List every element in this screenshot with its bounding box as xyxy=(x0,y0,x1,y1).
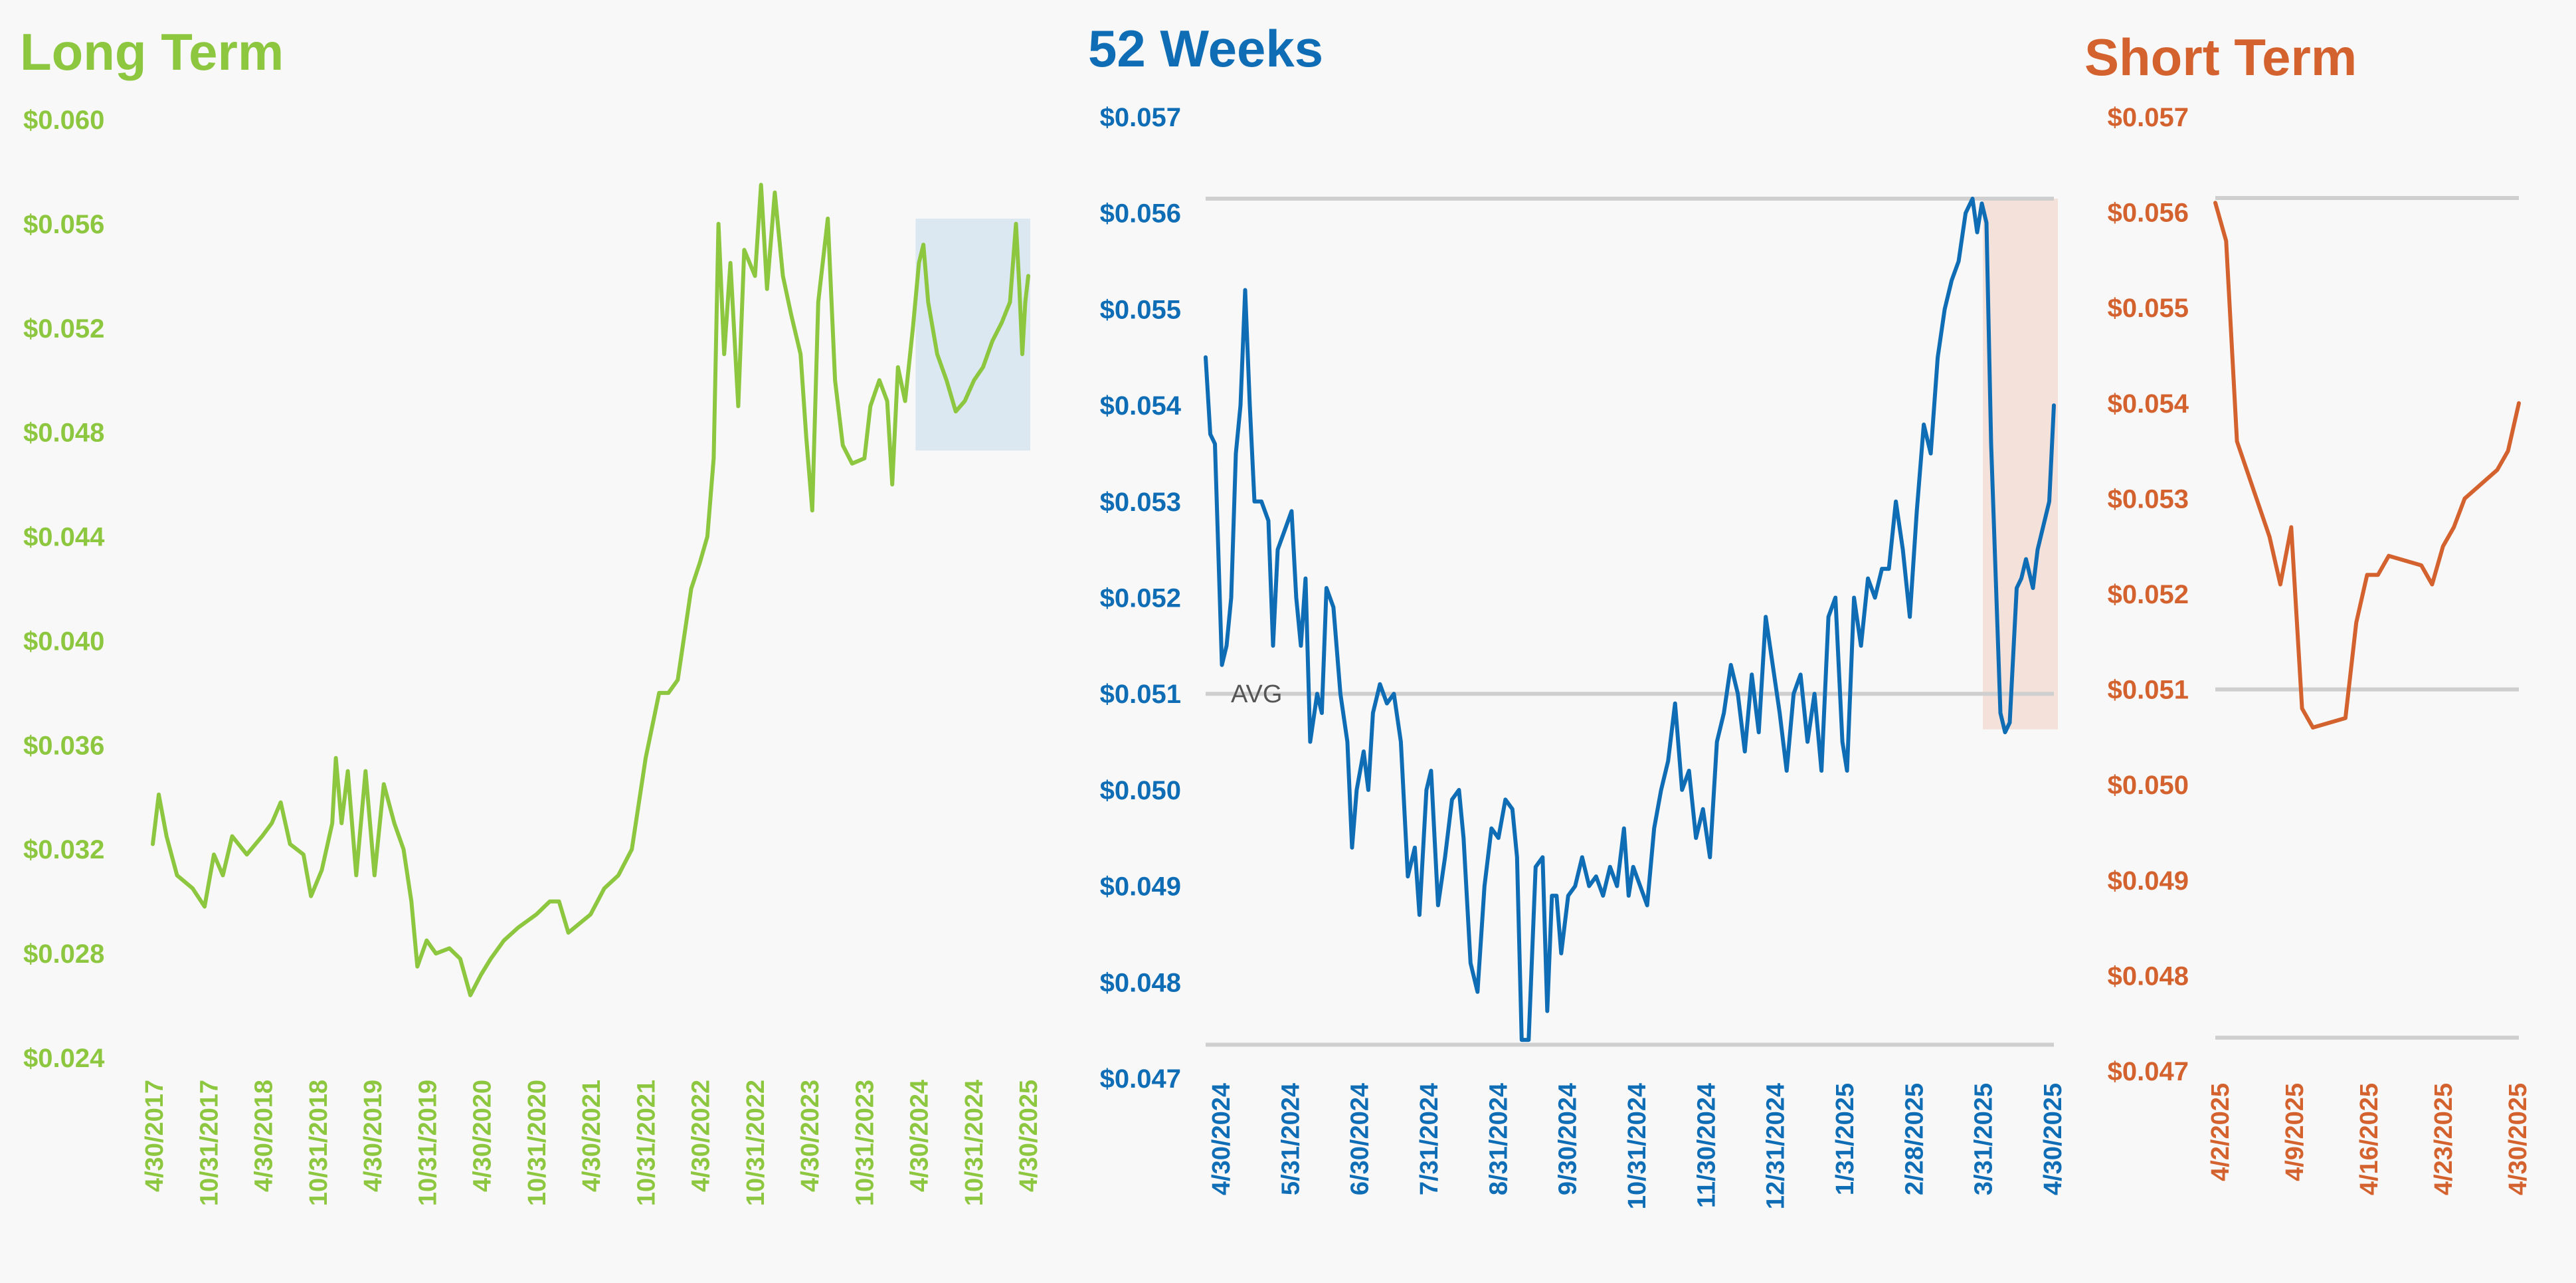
x-tick-label: 10/31/2019 xyxy=(414,1080,442,1206)
panel-short-term: Short Term $0.057 $0.056 $0.055 $0.054 $0.05… xyxy=(2084,28,2532,1195)
chart-title: Short Term xyxy=(2084,28,2357,86)
x-tick-label: 4/2/2025 xyxy=(2207,1083,2235,1181)
x-tick-label: 6/30/2024 xyxy=(1346,1083,1374,1195)
y-tick-label: $0.048 xyxy=(2108,961,2189,991)
y-tick-label: $0.056 xyxy=(1100,199,1181,229)
x-tick-label: 10/31/2017 xyxy=(195,1080,223,1206)
y-tick-label: $0.052 xyxy=(1100,584,1181,613)
x-tick-label: 10/31/2024 xyxy=(1623,1083,1651,1209)
x-tick-label: 4/16/2025 xyxy=(2355,1083,2383,1195)
series-line xyxy=(151,183,1030,997)
y-tick-label: $0.056 xyxy=(2108,199,2189,228)
x-tick-label: 4/30/2023 xyxy=(796,1080,824,1192)
y-tick-label: $0.049 xyxy=(1100,872,1181,902)
x-tick-label: 4/23/2025 xyxy=(2430,1083,2458,1195)
y-tick-label: $0.056 xyxy=(23,210,104,239)
x-tick-label: 4/30/2025 xyxy=(2039,1083,2067,1195)
x-tick-label: 10/31/2021 xyxy=(632,1080,660,1206)
panel-52-weeks: 52 Weeks AVG $0.057 $0.056 $0.055 $0.054 $0.0… xyxy=(1088,19,2067,1209)
y-tick-label: $0.054 xyxy=(1100,391,1182,421)
x-tick-label: 10/31/2024 xyxy=(961,1080,988,1206)
y-tick-label: $0.047 xyxy=(1100,1064,1181,1094)
y-tick-label: $0.055 xyxy=(2108,294,2189,323)
x-tick-label: 10/31/2022 xyxy=(742,1080,770,1206)
x-tick-label: 4/30/2020 xyxy=(469,1080,497,1192)
x-tick-label: 4/30/2025 xyxy=(2504,1083,2532,1195)
x-tick-label: 3/31/2025 xyxy=(1970,1083,1998,1195)
y-tick-label: $0.060 xyxy=(23,106,104,135)
y-tick-label: $0.053 xyxy=(2108,484,2189,514)
x-tick-label: 10/31/2020 xyxy=(523,1080,551,1206)
series-line xyxy=(2213,201,2521,730)
y-tick-label: $0.032 xyxy=(23,835,104,864)
y-tick-label: $0.036 xyxy=(23,731,104,760)
y-tick-label: $0.044 xyxy=(23,523,105,552)
x-tick-label: 2/28/2025 xyxy=(1900,1083,1928,1195)
x-tick-label: 5/31/2024 xyxy=(1277,1083,1305,1195)
y-tick-label: $0.051 xyxy=(1100,680,1181,709)
x-tick-label: 4/30/2018 xyxy=(250,1080,278,1192)
chart-title: 52 Weeks xyxy=(1088,19,1323,78)
highlight-region xyxy=(1983,198,2058,730)
x-tick-label: 10/31/2018 xyxy=(305,1080,333,1206)
y-tick-label: $0.050 xyxy=(1100,776,1181,805)
y-tick-label: $0.054 xyxy=(2108,389,2189,419)
x-tick-label: 12/31/2024 xyxy=(1762,1083,1790,1209)
x-tick-label: 4/30/2017 xyxy=(141,1080,169,1192)
y-tick-label: $0.057 xyxy=(2108,103,2189,132)
y-tick-label: $0.049 xyxy=(2108,866,2189,896)
chart-title: Long Term xyxy=(20,23,284,81)
series-line xyxy=(1204,197,2056,1042)
y-tick-label: $0.055 xyxy=(1100,295,1181,324)
y-tick-label: $0.052 xyxy=(2108,580,2189,609)
y-tick-label: $0.048 xyxy=(23,419,104,448)
y-tick-label: $0.051 xyxy=(2108,676,2189,705)
y-tick-label: $0.028 xyxy=(23,939,104,969)
x-tick-label: 1/31/2025 xyxy=(1831,1083,1859,1195)
avg-label: AVG xyxy=(1231,680,1282,708)
x-tick-label: 8/31/2024 xyxy=(1485,1083,1513,1195)
x-tick-label: 4/30/2019 xyxy=(359,1080,387,1192)
y-tick-label: $0.048 xyxy=(1100,968,1181,997)
x-tick-label: 10/31/2023 xyxy=(851,1080,879,1206)
x-tick-label: 7/31/2024 xyxy=(1416,1083,1443,1195)
x-tick-label: 4/30/2024 xyxy=(906,1080,934,1192)
x-tick-label: 4/30/2025 xyxy=(1015,1080,1043,1192)
panel-long-term: Long Term $0.060 $0.056 $0.052 $0.048 $0.044… xyxy=(20,23,1043,1206)
y-tick-label: $0.057 xyxy=(1100,103,1181,132)
x-tick-label: 11/30/2024 xyxy=(1693,1083,1720,1208)
y-tick-label: $0.052 xyxy=(23,314,104,344)
x-tick-label: 9/30/2024 xyxy=(1554,1083,1582,1195)
y-tick-label: $0.040 xyxy=(23,627,104,656)
x-tick-label: 4/30/2022 xyxy=(688,1080,715,1192)
y-tick-label: $0.053 xyxy=(1100,488,1181,517)
y-tick-label: $0.047 xyxy=(2108,1057,2189,1086)
x-tick-label: 4/30/2021 xyxy=(578,1080,606,1192)
x-tick-label: 4/30/2024 xyxy=(1208,1083,1236,1195)
x-tick-label: 4/9/2025 xyxy=(2281,1083,2309,1181)
y-tick-label: $0.050 xyxy=(2108,771,2189,800)
y-tick-label: $0.024 xyxy=(23,1044,105,1073)
